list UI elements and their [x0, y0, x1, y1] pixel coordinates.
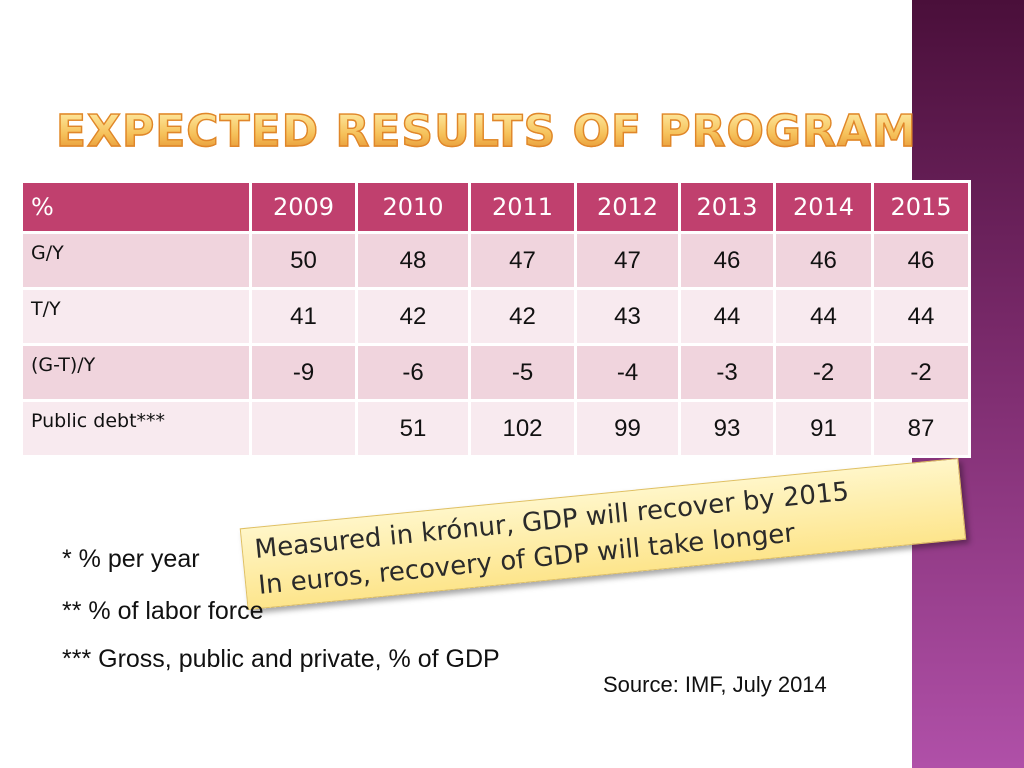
table-row: G/Y 50 48 47 47 46 46 46 — [20, 231, 971, 290]
table-cell: 102 — [468, 399, 577, 458]
table-row: (G-T)/Y -9 -6 -5 -4 -3 -2 -2 — [20, 343, 971, 402]
table-cell: 42 — [468, 287, 577, 346]
table-cell: -4 — [574, 343, 681, 402]
footnote: ** % of labor force — [62, 597, 264, 625]
slide-title: Expected results of program — [55, 105, 917, 157]
table-cell: -3 — [678, 343, 776, 402]
row-label: G/Y — [20, 231, 252, 290]
table-cell: 50 — [249, 231, 358, 290]
table-cell: -2 — [773, 343, 874, 402]
table-cell: 46 — [871, 231, 971, 290]
table-cell: 44 — [871, 287, 971, 346]
table-cell: 46 — [773, 231, 874, 290]
year-header: 2009 — [249, 180, 358, 234]
table-cell: 44 — [678, 287, 776, 346]
table-cell: 99 — [574, 399, 681, 458]
row-label: (G-T)/Y — [20, 343, 252, 402]
year-header: 2010 — [355, 180, 471, 234]
table-cell: 48 — [355, 231, 471, 290]
table-cell: 42 — [355, 287, 471, 346]
table-cell: 43 — [574, 287, 681, 346]
table-cell: 93 — [678, 399, 776, 458]
year-header: 2014 — [773, 180, 874, 234]
year-header: 2013 — [678, 180, 776, 234]
table-row: Public debt*** 51 102 99 93 91 87 — [20, 399, 971, 458]
source-citation: Source: IMF, July 2014 — [603, 672, 827, 697]
table-cell: 51 — [355, 399, 471, 458]
results-table: % 2009 2010 2011 2012 2013 2014 2015 G/Y… — [20, 180, 971, 458]
table-row: T/Y 41 42 42 43 44 44 44 — [20, 287, 971, 346]
table-cell: 47 — [574, 231, 681, 290]
table-cell: 87 — [871, 399, 971, 458]
table-header-row: % 2009 2010 2011 2012 2013 2014 2015 — [20, 180, 971, 234]
year-header: 2011 — [468, 180, 577, 234]
row-label: T/Y — [20, 287, 252, 346]
table-corner-label: % — [20, 180, 252, 234]
table-cell: -2 — [871, 343, 971, 402]
table-cell: -6 — [355, 343, 471, 402]
table-cell — [249, 399, 358, 458]
footnote: * % per year — [62, 545, 200, 573]
table-cell: 41 — [249, 287, 358, 346]
row-label: Public debt*** — [20, 399, 252, 458]
table-cell: 47 — [468, 231, 577, 290]
table-cell: 44 — [773, 287, 874, 346]
year-header: 2015 — [871, 180, 971, 234]
table-cell: 91 — [773, 399, 874, 458]
table-cell: 46 — [678, 231, 776, 290]
year-header: 2012 — [574, 180, 681, 234]
table-cell: -5 — [468, 343, 577, 402]
callout-note: Measured in krónur, GDP will recover by … — [239, 457, 967, 611]
table-cell: -9 — [249, 343, 358, 402]
footnote: *** Gross, public and private, % of GDP — [62, 645, 500, 673]
